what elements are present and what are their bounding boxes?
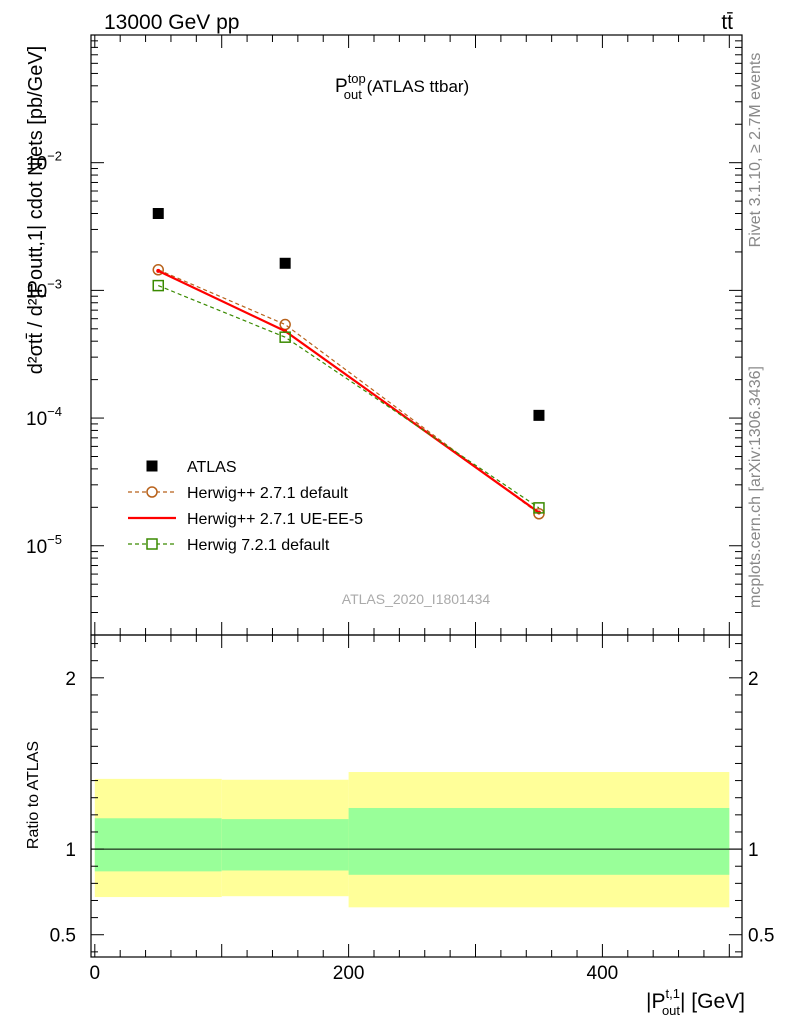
y-tick-label: 10−2 (26, 149, 62, 175)
ratio-y-tick-label: 2 (65, 669, 76, 690)
final-state-label: tt̄ (721, 11, 733, 34)
data-point (533, 409, 545, 421)
main-panel: 10−5 10−4 10−3 10−2 Ptop out (ATLAS ttbar) d… (25, 34, 743, 636)
legend-label: Herwig++ 2.7.1 UE-EE-5 (187, 511, 363, 528)
main-series-group (152, 207, 545, 520)
legend-label: ATLAS (187, 459, 237, 476)
ratio-y-tick-label: 1 (65, 840, 76, 861)
x-tick-label: 0 (90, 963, 101, 984)
stat-uncertainty-band (221, 819, 349, 871)
stat-uncertainty-band (348, 807, 730, 875)
y-tick-label: 10−5 (26, 532, 62, 558)
legend-label: Herwig++ 2.7.1 default (187, 485, 349, 502)
data-point (156, 268, 161, 273)
series-line (158, 285, 540, 509)
main-axis-ticks (91, 34, 742, 636)
ratio-y-axis-label: Ratio to ATLAS (25, 741, 42, 849)
y-tick-label: 10−4 (26, 404, 62, 430)
x-tick-label: 400 (587, 963, 619, 984)
x-tick-label: 200 (333, 963, 365, 984)
mcplots-label: mcplots.cern.ch [arXiv:1306.3436] (747, 366, 764, 608)
ratio-uncertainty-bands (91, 772, 742, 908)
data-point (533, 508, 545, 520)
ratio-y-tick-labels: 0.5 0.5 1 1 2 2 (50, 669, 775, 947)
data-point (279, 331, 291, 343)
x-tick-labels: 0 200 400 (90, 963, 619, 984)
data-point (152, 207, 164, 219)
x-axis-label: |Pt,1 out| [GeV] (646, 986, 745, 1018)
ratio-y-tick-label: 1 (748, 840, 759, 861)
legend-marker (146, 486, 158, 498)
data-point (152, 264, 165, 276)
legend: ATLAS Herwig++ 2.7.1 default Herwig++ 2.7.… (128, 459, 363, 554)
data-point (279, 318, 291, 331)
data-point (152, 279, 165, 292)
series-line (157, 269, 540, 514)
legend-label: Herwig 7.2.1 default (187, 537, 330, 554)
main-y-axis-label: d²σtt̄ / d²|Poutt,1| cdot Njets [pb/GeV] (25, 46, 47, 374)
data-point (533, 502, 545, 514)
analysis-tag: ATLAS_2020_I1801434 (342, 591, 491, 607)
y-tick-label: 10−3 (26, 276, 62, 302)
ratio-y-tick-label: 2 (748, 669, 759, 690)
legend-marker (146, 460, 158, 472)
chart-title: Ptop out (ATLAS ttbar) (335, 71, 469, 102)
ratio-y-tick-label: 0.5 (50, 926, 76, 947)
ratio-panel: 0.5 0.5 1 1 2 2 0 200 400 Ratio to ATLAS |Pt,1 o… (25, 634, 775, 1018)
ratio-frame (90, 634, 743, 958)
ratio-y-tick-label: 0.5 (748, 926, 774, 947)
rivet-version-label: Rivet 3.1.10, ≥ 2.7M events (747, 53, 764, 248)
stat-uncertainty-band (94, 818, 222, 872)
process-label: 13000 GeV pp (104, 11, 239, 34)
data-point (279, 257, 291, 269)
main-y-tick-labels: 10−5 10−4 10−3 10−2 (26, 149, 62, 558)
ratio-axis-ticks (91, 635, 742, 957)
series-line (158, 269, 540, 515)
legend-marker (146, 538, 158, 550)
